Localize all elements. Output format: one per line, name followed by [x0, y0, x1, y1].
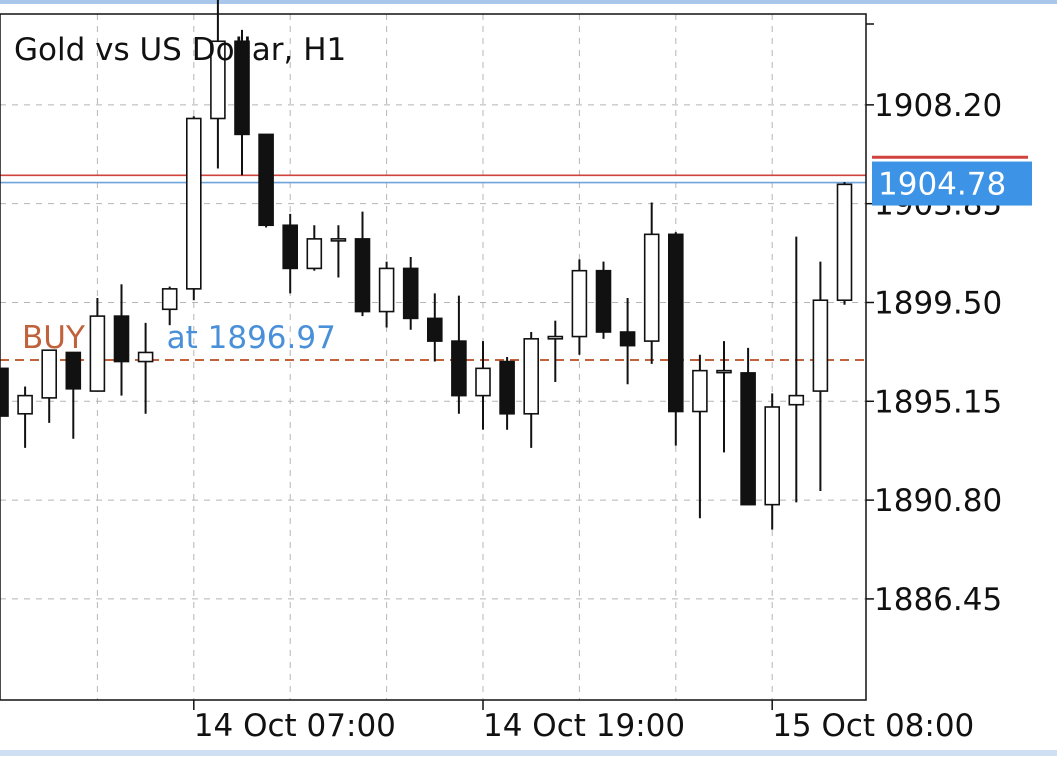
candle-body — [186, 117, 202, 290]
candle-body — [354, 238, 371, 313]
price-axis: 1908.201903.851899.501895.151890.801886.… — [866, 23, 1002, 618]
candle — [692, 354, 708, 519]
candle — [788, 236, 805, 503]
candle-body — [0, 367, 9, 417]
candle-body — [234, 40, 250, 136]
candle-body — [258, 133, 274, 227]
candle — [113, 284, 130, 396]
price-level-lines — [0, 155, 1028, 361]
candle — [186, 116, 202, 301]
candle-body — [426, 317, 443, 342]
candle — [161, 286, 178, 326]
candle-body — [402, 267, 419, 320]
plot-area-border — [0, 13, 867, 701]
candle — [89, 297, 106, 392]
candle-body — [812, 299, 829, 392]
candle-body — [740, 372, 756, 506]
candle-body — [499, 360, 515, 415]
candle-body — [475, 367, 491, 397]
candle — [764, 393, 781, 530]
candle-body — [692, 369, 708, 413]
candle — [210, 0, 226, 169]
candle — [41, 349, 58, 423]
candle — [812, 261, 829, 492]
candle-body — [113, 315, 130, 363]
candle-body — [306, 238, 323, 270]
time-tick-label: 14 Oct 07:00 — [194, 708, 396, 744]
candle — [475, 341, 491, 430]
candle — [451, 295, 467, 414]
candle-body — [788, 394, 805, 406]
price-tick-label: 1886.45 — [874, 582, 1002, 618]
candle — [330, 225, 347, 278]
order-line-text: BUY at 1896.97 — [22, 320, 336, 356]
candle — [402, 257, 419, 330]
price-tick-label: 1895.15 — [874, 384, 1002, 420]
candle — [740, 347, 756, 506]
candle — [282, 213, 299, 294]
candle-body — [41, 349, 58, 399]
price-tick-label: 1899.50 — [874, 285, 1002, 321]
price-tick-label: 1890.80 — [874, 483, 1002, 519]
candle-body — [137, 351, 154, 363]
candle — [667, 232, 684, 446]
candle — [643, 202, 660, 364]
candle — [595, 261, 612, 339]
price-tick-label: 1908.20 — [874, 88, 1002, 124]
current-price-tag: 1904.78 — [872, 161, 1032, 206]
candle-body — [210, 40, 226, 120]
candle-body — [643, 233, 660, 342]
candle — [234, 29, 250, 176]
chart-title: Gold vs US Dollar, H1 — [14, 32, 346, 68]
candle-body — [619, 331, 636, 347]
candle — [499, 357, 515, 430]
current-price-tag-background — [872, 161, 1032, 206]
candle — [523, 332, 540, 448]
candle — [836, 182, 853, 305]
candle-body — [330, 238, 347, 242]
candle — [547, 320, 564, 382]
candle-body — [282, 224, 299, 270]
candle-body — [89, 315, 106, 392]
order-side: BUY — [22, 320, 85, 356]
candle — [137, 322, 154, 414]
candle — [571, 259, 588, 355]
candle-body — [65, 351, 82, 390]
candle — [0, 367, 9, 417]
candle-body — [547, 335, 564, 340]
candle-body — [716, 369, 732, 374]
bottom-border — [0, 750, 1057, 756]
candle-body — [523, 338, 540, 415]
time-tick-label: 14 Oct 19:00 — [483, 708, 685, 744]
candle — [354, 211, 371, 317]
candle-body — [17, 394, 33, 415]
candle — [258, 133, 274, 228]
candle — [426, 293, 443, 362]
candle-body — [378, 267, 395, 313]
order-price-text: at 1896.97 — [167, 320, 336, 356]
time-tick-label: 15 Oct 08:00 — [772, 708, 974, 744]
candle — [306, 225, 323, 271]
candle-body — [571, 269, 588, 338]
candle — [17, 386, 33, 448]
time-axis: 14 Oct 07:00 14 Oct 19:00 15 Oct 08:00 — [193, 700, 974, 744]
grid-layer — [0, 14, 866, 700]
candle-body — [451, 340, 467, 397]
candle-body — [667, 233, 684, 413]
candle — [716, 341, 732, 453]
candle-body — [161, 288, 178, 311]
current-price-label: 1904.78 — [878, 167, 1006, 203]
candle-body — [595, 269, 612, 333]
candles-layer — [0, 0, 853, 530]
candle — [619, 297, 636, 385]
order-label[interactable]: BUY at 1896.97 — [22, 320, 336, 356]
candle-body — [764, 406, 781, 506]
candle-body — [836, 183, 853, 302]
candle — [378, 261, 395, 328]
candle — [65, 351, 82, 439]
